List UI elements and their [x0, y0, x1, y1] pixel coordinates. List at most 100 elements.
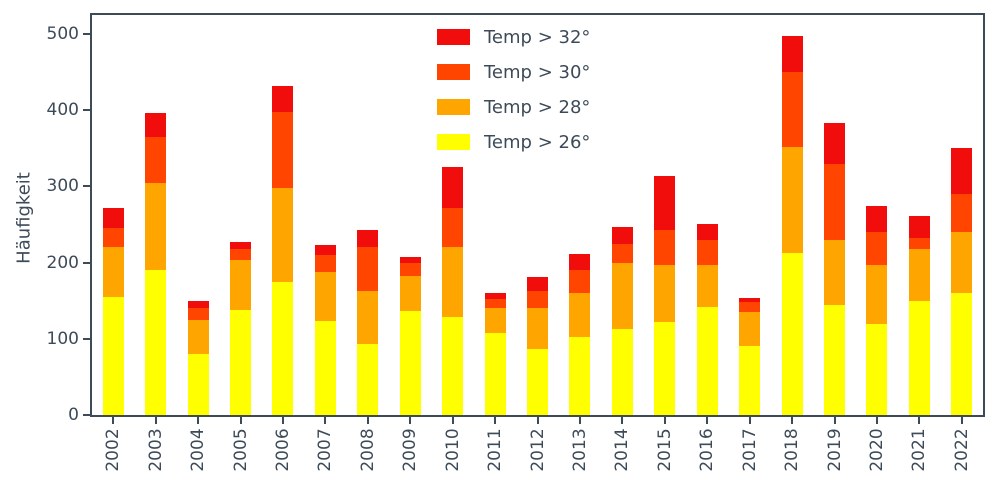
bar-segment-2010-28 — [442, 247, 464, 318]
bar-segment-2015-28 — [654, 264, 676, 323]
bar-segment-2012-30 — [527, 290, 548, 309]
y-tick-label: 300 — [46, 176, 79, 197]
x-tick-mark — [281, 417, 284, 424]
bar-segment-2008-32 — [357, 229, 379, 248]
bar-segment-2013-26 — [569, 336, 591, 415]
bar-segment-2013-32 — [569, 253, 591, 271]
bar-segment-2012-32 — [527, 277, 548, 291]
bar-segment-2011-30 — [484, 299, 506, 309]
legend-swatch — [437, 64, 470, 80]
bar-2014 — [611, 226, 633, 415]
x-tick-mark — [621, 417, 624, 424]
bar-segment-2009-26 — [399, 310, 421, 415]
bar-2004 — [187, 300, 209, 415]
bar-segment-2006-32 — [272, 85, 294, 112]
x-tick-mark — [960, 417, 963, 424]
bar-segment-2008-26 — [357, 344, 379, 415]
bar-segment-2011-28 — [484, 308, 506, 334]
bar-segment-2019-32 — [824, 123, 845, 164]
bar-segment-2015-32 — [654, 175, 676, 230]
bar-segment-2008-30 — [357, 247, 379, 291]
x-tick-label-2002: 2002 — [103, 428, 124, 472]
x-tick-mark — [451, 417, 454, 424]
bar-2016 — [696, 223, 718, 415]
bar-segment-2002-32 — [102, 207, 124, 229]
bar-segment-2007-32 — [314, 245, 336, 256]
bar-segment-2020-26 — [866, 323, 888, 415]
x-tick-mark — [833, 417, 836, 424]
bar-segment-2017-32 — [739, 297, 761, 303]
bar-segment-2005-32 — [230, 242, 251, 249]
bar-segment-2020-30 — [866, 232, 888, 265]
bar-2006 — [272, 85, 294, 415]
bar-segment-2018-30 — [781, 72, 803, 147]
x-tick-mark — [663, 417, 666, 424]
bar-segment-2006-28 — [272, 187, 294, 282]
bar-segment-2005-28 — [230, 260, 251, 310]
bar-segment-2003-30 — [145, 136, 167, 183]
x-tick-label-2009: 2009 — [400, 428, 421, 472]
bar-segment-2010-26 — [442, 317, 464, 415]
bar-segment-2019-26 — [824, 304, 845, 415]
y-tick-mark — [83, 337, 90, 340]
bar-segment-2009-32 — [399, 256, 421, 263]
bar-segment-2016-28 — [696, 264, 718, 307]
bar-segment-2012-26 — [527, 348, 548, 415]
bar-segment-2009-30 — [399, 262, 421, 276]
bar-segment-2022-28 — [951, 232, 973, 294]
y-tick-mark — [83, 185, 90, 188]
bar-segment-2022-30 — [951, 194, 973, 233]
y-tick-label: 100 — [46, 328, 79, 349]
bar-segment-2005-30 — [230, 248, 251, 261]
x-tick-mark — [536, 417, 539, 424]
bar-segment-2006-26 — [272, 281, 294, 415]
legend-label: Temp > 28° — [484, 96, 591, 118]
legend-entry: Temp > 26° — [437, 129, 590, 155]
x-tick-label-2016: 2016 — [697, 428, 718, 472]
bar-segment-2013-28 — [569, 293, 591, 337]
bar-segment-2015-30 — [654, 229, 676, 265]
x-tick-label-2015: 2015 — [654, 428, 675, 472]
x-tick-label-2010: 2010 — [442, 428, 463, 472]
bar-2022 — [951, 148, 973, 415]
legend-label: Temp > 26° — [484, 131, 591, 153]
plot-area — [90, 13, 985, 417]
x-tick-label-2012: 2012 — [527, 428, 548, 472]
bar-segment-2014-26 — [611, 328, 633, 415]
bar-segment-2020-32 — [866, 205, 888, 233]
bar-segment-2002-30 — [102, 228, 124, 248]
bar-segment-2014-30 — [611, 243, 633, 263]
bar-2020 — [866, 205, 888, 415]
bar-segment-2017-26 — [739, 345, 761, 415]
bar-segment-2022-26 — [951, 293, 973, 415]
bar-2018 — [781, 36, 803, 415]
x-tick-label-2005: 2005 — [230, 428, 251, 472]
bar-segment-2021-32 — [908, 216, 930, 239]
x-tick-label-2022: 2022 — [951, 428, 972, 472]
y-tick-mark — [83, 109, 90, 112]
x-tick-label-2007: 2007 — [315, 428, 336, 472]
bar-segment-2003-26 — [145, 270, 167, 415]
x-tick-mark — [324, 417, 327, 424]
bar-2019 — [824, 123, 845, 415]
x-tick-label-2006: 2006 — [272, 428, 293, 472]
bar-segment-2007-30 — [314, 255, 336, 272]
bar-segment-2017-30 — [739, 302, 761, 313]
bar-segment-2021-26 — [908, 300, 930, 415]
bar-2021 — [908, 216, 930, 415]
x-tick-mark — [706, 417, 709, 424]
bar-segment-2011-32 — [484, 293, 506, 300]
legend-swatch — [437, 99, 470, 115]
bar-2003 — [145, 112, 167, 415]
bar-segment-2021-30 — [908, 238, 930, 249]
legend-swatch — [437, 29, 470, 45]
bar-2012 — [527, 277, 548, 415]
bar-segment-2013-30 — [569, 270, 591, 294]
bar-2015 — [654, 175, 676, 415]
bar-segment-2007-28 — [314, 271, 336, 322]
x-tick-mark — [112, 417, 115, 424]
bar-segment-2015-26 — [654, 322, 676, 415]
legend-swatch — [437, 134, 470, 150]
x-tick-label-2018: 2018 — [782, 428, 803, 472]
